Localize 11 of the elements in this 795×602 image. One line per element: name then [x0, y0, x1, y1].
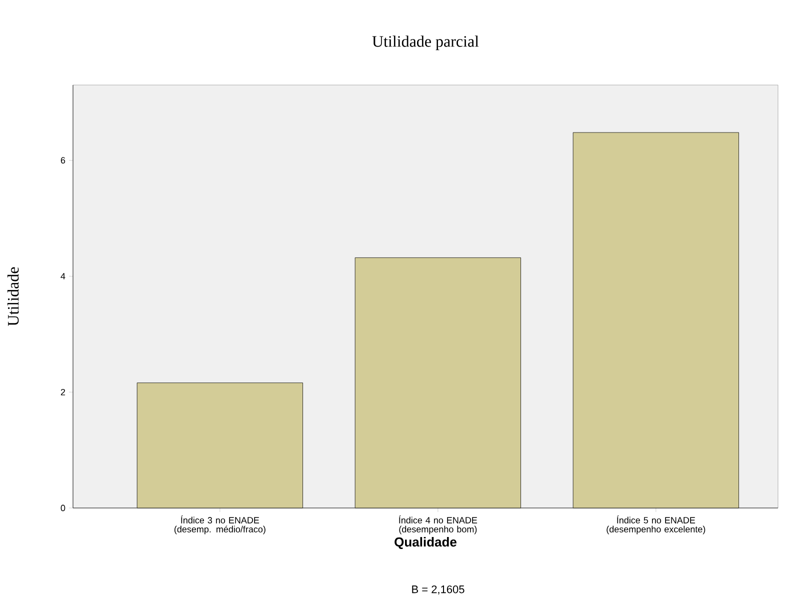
y-axis-title: Utilidade	[7, 267, 19, 326]
x-tick-label: Índice 3 no ENADE (desemp. médio/fraco)	[174, 516, 266, 534]
y-tick-label: 0	[60, 504, 66, 512]
y-tick-label: 4	[60, 273, 66, 280]
x-axis-title: Qualidade	[394, 537, 456, 550]
x-tick-label: Índice 4 no ENADE (desempenho bom)	[399, 516, 478, 534]
x-tick-label: Índice 5 no ENADE (desempenho excelente)	[606, 516, 706, 534]
y-tick-label: 2	[60, 388, 66, 396]
chart-title: Utilidade parcial	[372, 36, 479, 50]
text: B = 2,1605	[412, 585, 464, 595]
y-tick-label: 6	[60, 157, 66, 164]
